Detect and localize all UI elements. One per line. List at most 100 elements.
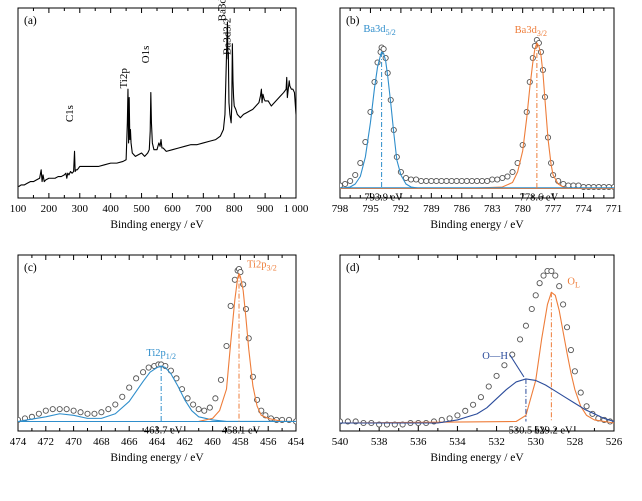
data-point <box>468 177 475 185</box>
plot-frame <box>17 254 297 432</box>
x-axis-title: Binding energy / eV <box>430 219 524 231</box>
x-tick-label: 500 <box>133 203 150 215</box>
peak-label-main: Ti2p <box>146 348 165 359</box>
x-tick-label: 526 <box>606 436 623 448</box>
data-point <box>126 384 133 391</box>
data-point <box>517 336 524 343</box>
data-point <box>84 410 91 417</box>
data-point <box>63 406 70 413</box>
data-point <box>540 272 547 279</box>
peak-label: Ti2p1/2 <box>146 348 176 361</box>
x-tick-label: 774 <box>575 203 592 215</box>
binding-energy-label: 463.7 eV <box>144 425 183 436</box>
panel-d: (d) 540 538 536 534 532 530 528 526 Binding energ… <box>332 254 623 464</box>
data-point <box>532 292 539 299</box>
data-point <box>454 412 461 419</box>
fit-curve-orange <box>198 273 296 423</box>
x-tick-label: 534 <box>449 436 466 448</box>
data-point <box>563 324 571 331</box>
peak-label-main: Ba3d <box>515 25 538 36</box>
data-point <box>473 177 481 185</box>
peak-label: Ba3d3/2 <box>515 25 547 38</box>
x-tick-label: 792 <box>393 203 410 215</box>
data-point <box>206 404 213 411</box>
data-point <box>195 406 202 413</box>
peak-label-main: O <box>567 276 575 287</box>
data-point <box>105 406 112 413</box>
binding-energy-label: 458.1 eV <box>222 425 261 436</box>
x-tick-label: 795 <box>362 203 379 215</box>
data-point <box>245 335 252 342</box>
panel-c: (c) 474 472 470 468 466 464 462 460 458 456 454 Bind… <box>10 254 305 464</box>
data-point <box>212 395 219 402</box>
data-point <box>347 177 354 185</box>
data-point <box>462 407 469 414</box>
data-point <box>458 177 465 185</box>
data-point <box>453 177 460 185</box>
data-point <box>501 362 508 369</box>
panel-label: (b) <box>346 15 360 27</box>
data-point <box>479 177 486 185</box>
x-tick-label: 538 <box>371 436 388 448</box>
data-point <box>485 383 492 390</box>
x-tick-label: 470 <box>65 436 82 448</box>
x-tick-label: 789 <box>423 203 440 215</box>
data-point <box>119 393 126 400</box>
peak-label: OL <box>567 276 580 289</box>
data-point <box>145 364 152 371</box>
data-point <box>49 406 56 413</box>
data-point <box>242 305 250 313</box>
data-point <box>418 177 425 185</box>
data-point <box>567 346 574 354</box>
data-layer <box>340 36 614 191</box>
data-layer <box>340 267 614 428</box>
data-point <box>217 376 224 383</box>
data-point <box>413 176 420 183</box>
data-point <box>583 403 590 410</box>
fit-curve-blue <box>340 51 442 190</box>
data-point <box>428 177 435 185</box>
data-point <box>342 180 349 188</box>
x-tick-label: 800 <box>226 203 243 215</box>
peak-label: Ti2p3/2 <box>247 260 277 273</box>
data-point <box>423 177 430 185</box>
data-point <box>493 372 500 379</box>
data-point <box>70 407 77 414</box>
peak-label-sub: 3/2 <box>266 264 276 273</box>
data-point <box>470 401 477 408</box>
data-point <box>499 174 506 182</box>
data-point <box>560 301 567 308</box>
data-point <box>504 173 511 180</box>
peak-label-sub: L <box>575 280 580 289</box>
data-point <box>522 322 529 329</box>
x-tick-label: 474 <box>10 436 27 448</box>
x-tick-label: 458 <box>232 436 249 448</box>
fit-curve-orange <box>340 291 614 424</box>
x-tick-label: 300 <box>72 203 89 215</box>
data-point <box>56 406 63 413</box>
binding-energy-label: 793.9 eV <box>364 193 403 204</box>
data-point <box>448 177 455 185</box>
data-point <box>433 177 440 185</box>
panel-label: (a) <box>24 15 37 27</box>
x-tick-label: 600 <box>164 203 181 215</box>
data-point <box>357 159 364 167</box>
data-point <box>201 407 208 414</box>
data-point <box>528 305 535 313</box>
data-point <box>140 369 147 376</box>
peak-label-main: Ba3d <box>363 24 386 35</box>
data-point <box>112 401 119 408</box>
data-point <box>446 415 453 422</box>
x-tick-label: 464 <box>149 436 166 448</box>
x-tick-label: 454 <box>288 436 305 448</box>
x-tick-label: 783 <box>484 203 501 215</box>
data-point <box>352 171 359 179</box>
x-tick-label: 400 <box>102 203 119 215</box>
data-point <box>77 409 84 416</box>
data-point <box>548 267 555 275</box>
data-point <box>552 272 559 279</box>
peak-label: Ba3d5/2 <box>363 24 395 37</box>
x-tick-label: 100 <box>10 203 27 215</box>
x-tick-label: 532 <box>488 436 505 448</box>
